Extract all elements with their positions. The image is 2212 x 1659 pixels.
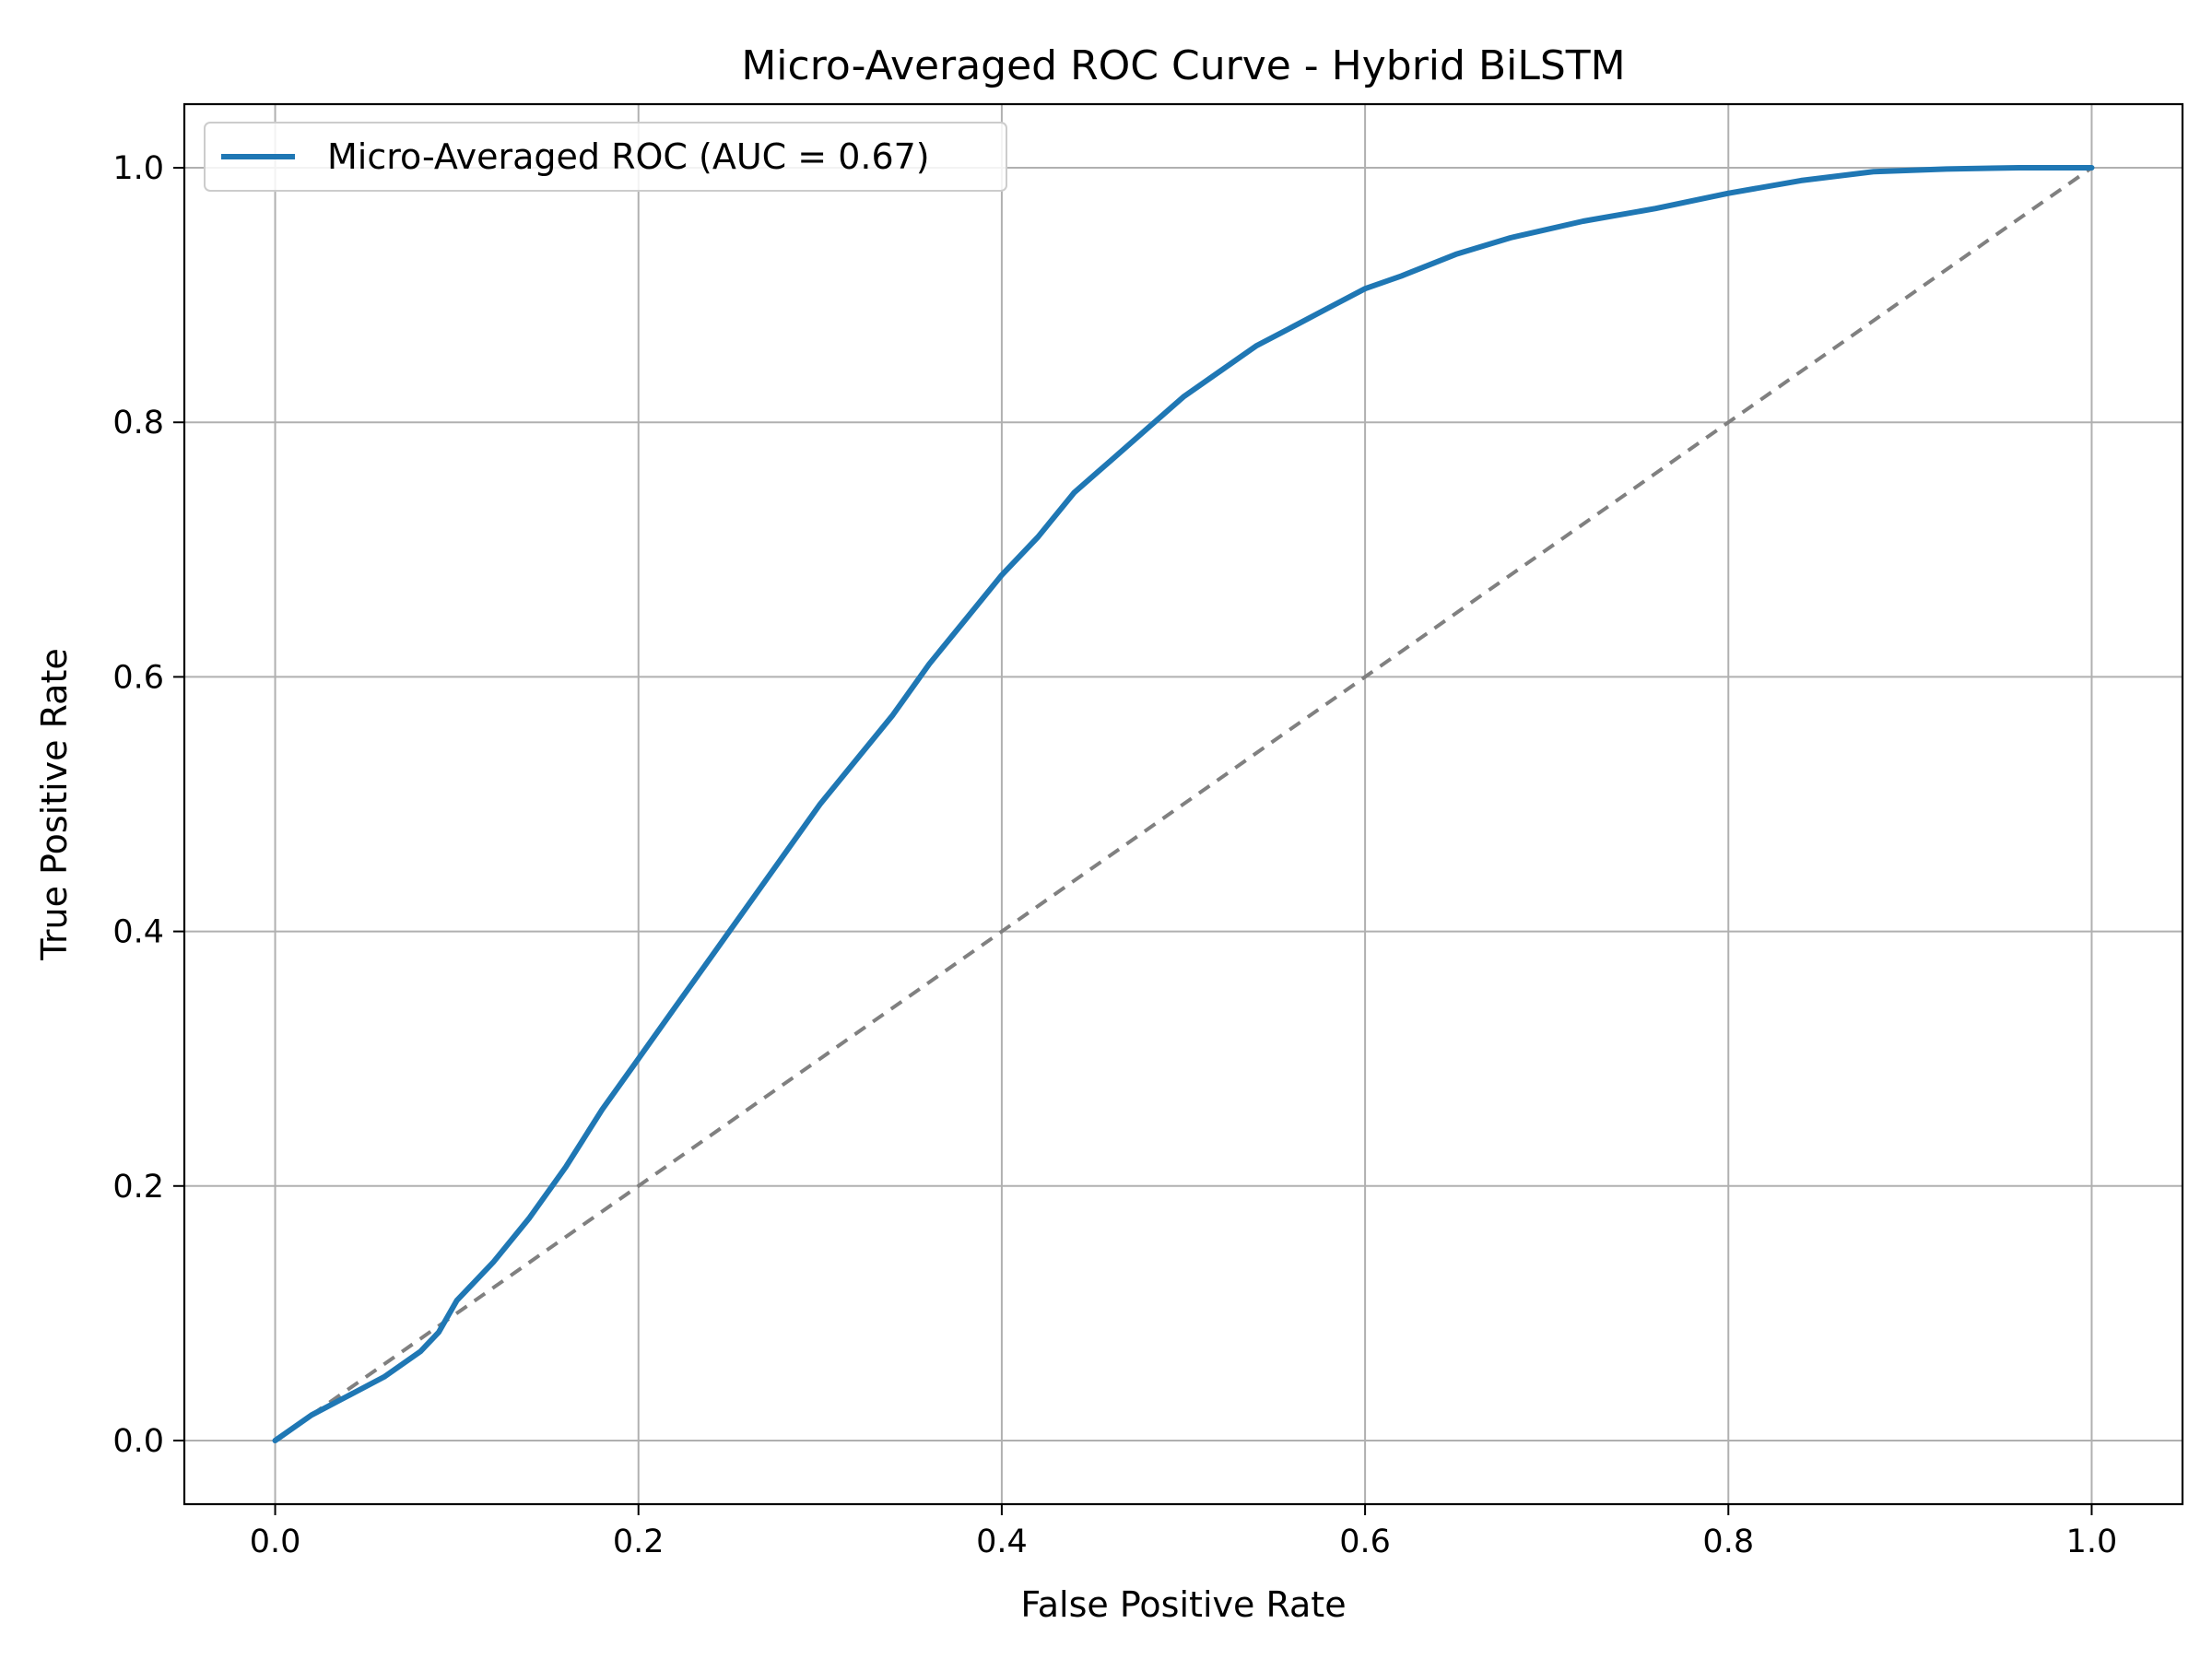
- axes-frame: [182, 102, 2184, 1506]
- chance-diagonal-line: [274, 166, 2093, 1442]
- y-tick-label: 0.8: [112, 405, 164, 441]
- x-tick-label: 0.2: [613, 1524, 665, 1560]
- x-axis-label: False Positive Rate: [1020, 1584, 1346, 1625]
- x-tick-label: 0.8: [1702, 1524, 1754, 1560]
- plot-lines: [272, 165, 2095, 1443]
- x-tick-label: 0.6: [1339, 1524, 1391, 1560]
- y-tick-label: 0.2: [112, 1169, 164, 1206]
- y-tick-label: 0.4: [112, 914, 164, 951]
- axis-ticks: 0.0 0.2 0.4 0.6 0.8 1.0 0.0 0.2 0.4 0.6 0.8 1.0: [112, 150, 2117, 1560]
- roc-curve-line: [272, 165, 2095, 1443]
- y-axis-label: True Positive Rate: [34, 648, 75, 961]
- x-tick-label: 0.0: [250, 1524, 301, 1560]
- y-tick-label: 1.0: [112, 150, 164, 187]
- x-tick-label: 0.4: [976, 1524, 1028, 1560]
- legend-box: [204, 122, 1007, 192]
- chart-title: Micro-Averaged ROC Curve - Hybrid BiLSTM: [741, 42, 1625, 89]
- y-tick-label: 0.6: [112, 659, 164, 696]
- legend: Micro-Averaged ROC (AUC = 0.67): [204, 122, 1007, 192]
- x-tick-label: 1.0: [2066, 1524, 2118, 1560]
- legend-label: Micro-Averaged ROC (AUC = 0.67): [327, 136, 930, 177]
- y-tick-label: 0.0: [112, 1423, 164, 1460]
